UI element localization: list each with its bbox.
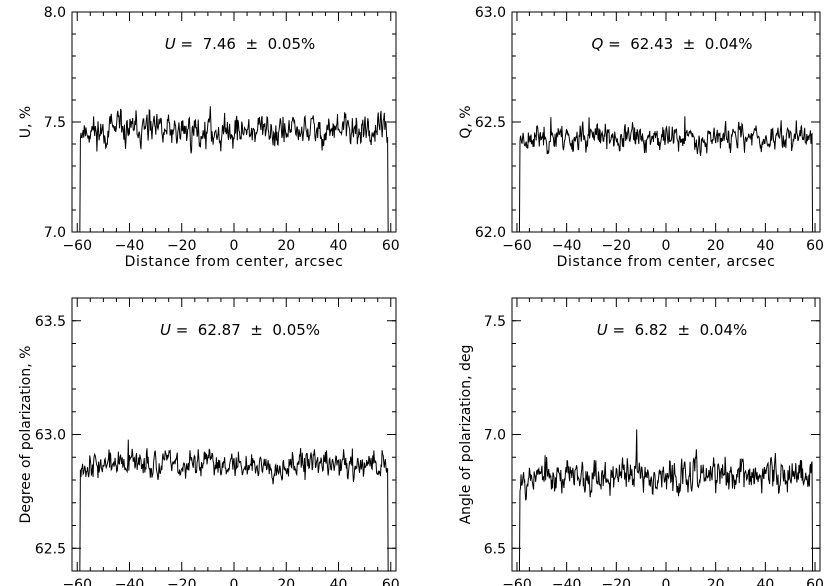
y-axis-label: U, % xyxy=(18,106,34,138)
x-tick-label: 60 xyxy=(806,577,824,586)
x-tick-label: 20 xyxy=(707,577,725,586)
y-tick-label: 7.0 xyxy=(44,225,66,241)
y-tick-label: 62.5 xyxy=(35,541,66,557)
x-tick-label: −60 xyxy=(502,238,532,254)
x-tick-label: 60 xyxy=(382,238,400,254)
annotation-value: = 7.46 ± 0.05% xyxy=(176,35,316,53)
x-tick-label: −20 xyxy=(602,577,632,586)
y-axis-label: Q, % xyxy=(458,105,474,138)
y-tick-label: 62.0 xyxy=(475,225,506,241)
annotation: U = 7.46 ± 0.05% xyxy=(165,35,316,53)
annotation: U = 62.87 ± 0.05% xyxy=(160,321,320,339)
x-tick-label: 40 xyxy=(330,238,348,254)
annotation-value: = 62.87 ± 0.05% xyxy=(171,321,320,339)
annotation-symbol: U xyxy=(165,35,176,53)
x-tick-label: 0 xyxy=(662,238,671,254)
annotation-value: = 6.82 ± 0.04% xyxy=(608,321,748,339)
y-tick-label: 7.0 xyxy=(484,428,506,444)
x-tick-label: 40 xyxy=(330,577,348,586)
x-tick-label: 60 xyxy=(806,238,824,254)
x-tick-label: 20 xyxy=(277,238,295,254)
x-tick-label: 40 xyxy=(756,577,774,586)
y-tick-label: 8.0 xyxy=(44,5,66,21)
annotation-value: = 62.43 ± 0.04% xyxy=(603,35,752,53)
y-axis-label: Angle of polarization, deg xyxy=(458,345,474,525)
y-tick-label: 7.5 xyxy=(44,115,66,131)
annotation-symbol: U xyxy=(597,321,608,339)
x-tick-label: −60 xyxy=(502,577,532,586)
annotation: Q = 62.43 ± 0.04% xyxy=(592,35,753,53)
y-tick-label: 6.5 xyxy=(484,541,506,557)
series-line xyxy=(79,106,389,233)
y-tick-label: 7.5 xyxy=(484,314,506,330)
x-tick-label: 20 xyxy=(707,238,725,254)
x-tick-label: 0 xyxy=(230,238,239,254)
x-tick-label: 40 xyxy=(756,238,774,254)
x-axis-label: Distance from center, arcsec xyxy=(557,254,776,270)
x-tick-label: −20 xyxy=(602,238,632,254)
x-tick-label: −40 xyxy=(552,577,582,586)
x-axis-label: Distance from center, arcsec xyxy=(125,254,344,270)
x-tick-label: −40 xyxy=(115,238,145,254)
y-tick-label: 63.5 xyxy=(35,314,66,330)
annotation-symbol: U xyxy=(160,321,171,339)
x-tick-label: 0 xyxy=(662,577,671,586)
x-tick-label: 20 xyxy=(277,577,295,586)
series-line xyxy=(518,116,814,233)
panel-1: −60 −40 −20 0 20 40 60 7.0 7.5 8.0 Distance from c… xyxy=(18,5,400,270)
x-tick-label: −60 xyxy=(62,577,92,586)
y-axis-label: Degree of polarization, % xyxy=(18,346,34,524)
series-line xyxy=(79,439,389,572)
x-tick-label: −20 xyxy=(167,238,197,254)
x-tick-label: −40 xyxy=(552,238,582,254)
x-tick-label: −60 xyxy=(62,238,92,254)
x-tick-label: −40 xyxy=(115,577,145,586)
y-tick-label: 63.0 xyxy=(35,428,66,444)
series-line xyxy=(518,429,814,572)
y-tick-label: 63.0 xyxy=(475,5,506,21)
x-tick-label: 60 xyxy=(382,577,400,586)
y-tick-label: 62.5 xyxy=(475,115,506,131)
annotation: U = 6.82 ± 0.04% xyxy=(597,321,748,339)
x-tick-label: 0 xyxy=(230,577,239,586)
x-tick-label: −20 xyxy=(167,577,197,586)
panel-2: −60 −40 −20 0 20 40 60 62.0 62.5 63.0 Distance fro… xyxy=(458,5,824,270)
annotation-symbol: Q xyxy=(592,35,604,53)
